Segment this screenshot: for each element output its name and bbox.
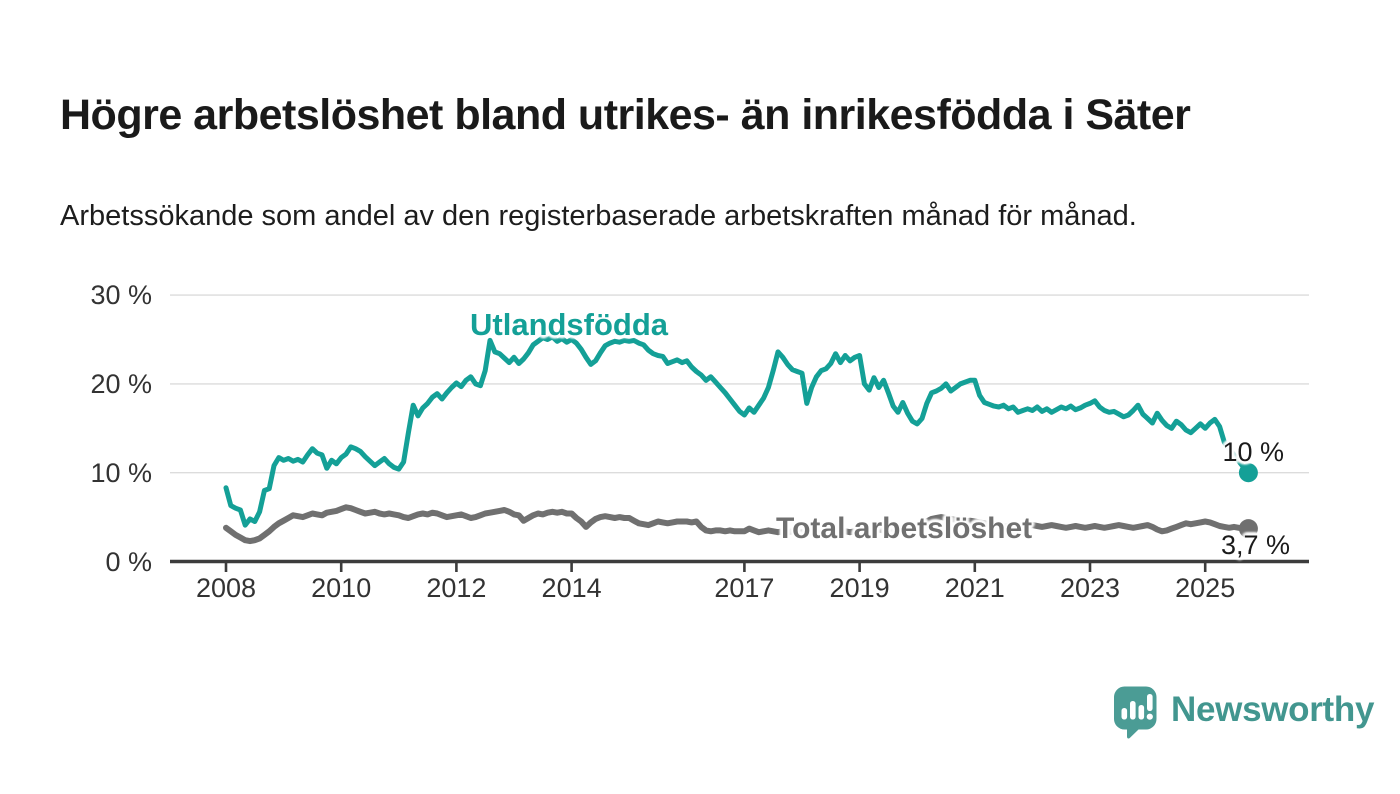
y-tick-label: 0 % [105,546,152,577]
newsworthy-logo: Newsworthy [1113,686,1374,739]
x-tick-label: 2017 [714,573,775,603]
series-label-utlandsfodda: Utlandsfödda [470,307,669,342]
x-tick-label: 2010 [311,573,372,603]
x-tick-label: 2023 [1059,573,1121,603]
y-tick-label: 10 % [90,457,152,488]
end-value-label-total: 3,7 % [1220,530,1290,560]
x-tick-label: 2025 [1175,573,1236,603]
x-tick-label: 2008 [195,573,257,603]
end-dot-utlandsfodda [1238,463,1258,483]
series-line-total [223,504,1252,545]
end-value-label-utlandsfodda: 10 % [1222,437,1284,467]
page-subtitle: Arbetssökande som andel av den registerb… [60,200,1137,232]
end-dot-total [1238,519,1258,539]
y-tick-label: 20 % [90,368,152,399]
newsworthy-logo-icon [1114,686,1157,739]
x-tick-label: 2012 [426,573,487,603]
page-title: Högre arbetslöshet bland utrikes- än inr… [60,90,1191,139]
x-tick-label: 2014 [541,573,602,603]
x-tick-label: 2021 [944,573,1005,603]
y-tick-label: 30 % [90,280,152,311]
series-label-total-arbetsloshet: Total arbetslöshet [776,512,1033,545]
series-line-utlandsfodda [223,334,1251,528]
newsworthy-logo-text: Newsworthy [1171,689,1375,729]
x-tick-label: 2019 [829,573,890,603]
